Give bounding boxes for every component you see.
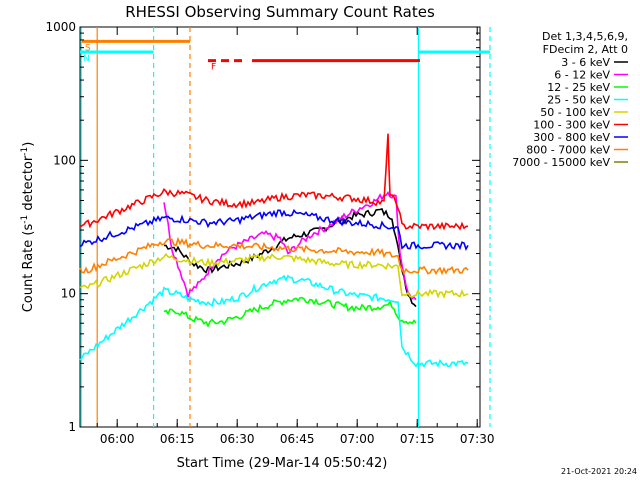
x-axis-label: Start Time (29-Mar-14 05:50:42): [177, 456, 388, 471]
legend-label: 7000 - 15000 keV: [512, 156, 610, 169]
legend-label: 50 - 100 keV: [540, 106, 610, 119]
legend: Det 1,3,4,5,6,9,FDecim 2, Att 03 - 6 keV…: [512, 30, 628, 169]
y-axis-ticks: 1 10 100 1000: [45, 20, 480, 434]
legend-header: FDecim 2, Att 0: [543, 43, 628, 56]
x-axis-ticks: 06:00 06:15 06:30 06:45 07:00 07:15 07:30: [96, 27, 495, 446]
legend-label: 300 - 800 keV: [533, 131, 610, 144]
footer-date: 21-Oct-2021 20:24: [561, 467, 637, 476]
y-tick-label: 1: [68, 420, 76, 434]
flag-bar-label: F: [211, 63, 216, 73]
y-tick-label: 10: [61, 287, 76, 301]
flag-bars: NS F: [80, 39, 490, 73]
x-tick-label: 06:00: [100, 432, 135, 446]
legend-label: 25 - 50 keV: [547, 94, 610, 107]
legend-label: 6 - 12 keV: [554, 69, 610, 82]
series-line: [163, 296, 417, 328]
flag-bar-label: N: [83, 54, 90, 64]
x-tick-label: 06:30: [220, 432, 255, 446]
series-line: [79, 274, 469, 368]
series-line: [163, 208, 417, 308]
x-tick-label: 07:15: [400, 432, 435, 446]
y-axis-label: Count Rate (s-1 detector-1): [20, 142, 36, 313]
series-line: [79, 236, 469, 276]
series-line: [79, 252, 469, 299]
series-line: [79, 208, 469, 251]
legend-label: 12 - 25 keV: [547, 81, 610, 94]
series-line: [79, 133, 469, 232]
legend-label: 800 - 7000 keV: [526, 144, 610, 157]
series-lines: [79, 133, 469, 368]
y-tick-label: 100: [53, 153, 76, 167]
legend-label: 3 - 6 keV: [561, 56, 610, 69]
x-tick-label: 06:45: [280, 432, 315, 446]
series-line: [163, 191, 417, 301]
y-tick-label: 1000: [45, 20, 76, 34]
legend-header: Det 1,3,4,5,6,9,: [542, 30, 628, 43]
x-tick-label: 06:15: [160, 432, 195, 446]
legend-label: 100 - 300 keV: [533, 119, 610, 132]
plot-area: [79, 26, 481, 428]
x-tick-label: 07:30: [460, 432, 495, 446]
flag-bar-label: S: [85, 43, 91, 53]
x-tick-label: 07:00: [340, 432, 375, 446]
vertical-marker-lines: [80, 27, 491, 427]
chart-title: RHESSI Observing Summary Count Rates: [125, 3, 435, 21]
